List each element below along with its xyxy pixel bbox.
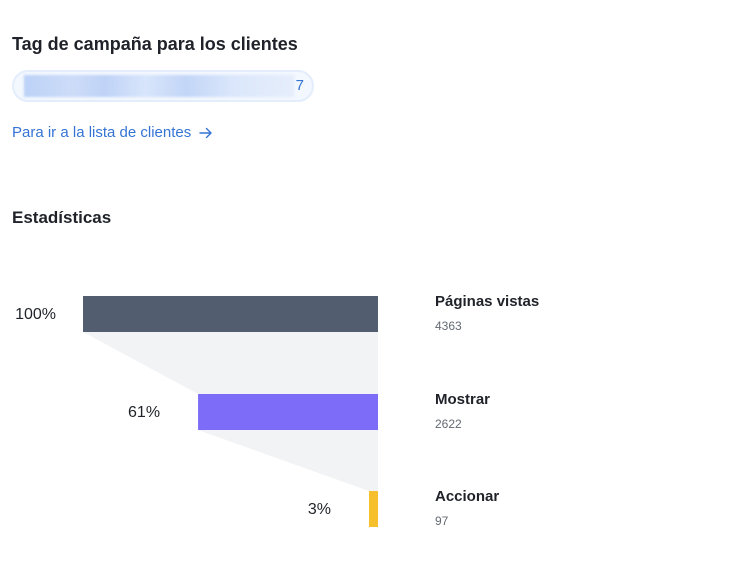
funnel-percent-label: 100% — [15, 306, 56, 323]
funnel-stage-name: Páginas vistas — [435, 293, 540, 310]
funnel-stage-count: 2622 — [435, 417, 462, 431]
funnel-connector — [83, 332, 378, 394]
campaign-tag-field[interactable]: 7 — [12, 70, 314, 102]
funnel-stage-count: 4363 — [435, 319, 462, 333]
client-list-link[interactable]: Para ir a la lista de clientes — [12, 124, 213, 141]
funnel-stage-name: Accionar — [435, 488, 500, 505]
funnel-bar-1[interactable] — [83, 296, 378, 332]
campaign-tag-value: 7 — [295, 77, 304, 94]
statistics-title: Estadísticas — [12, 208, 112, 227]
funnel-percent-label: 61% — [128, 404, 161, 421]
funnel-connector — [198, 430, 378, 491]
funnel-stage-count: 97 — [435, 514, 449, 528]
arrow-right-icon — [199, 127, 212, 138]
funnel-bar-2[interactable] — [198, 394, 378, 430]
client-list-link-label: Para ir a la lista de clientes — [12, 124, 192, 141]
funnel-stage-name: Mostrar — [435, 391, 491, 408]
funnel-percent-label: 3% — [307, 501, 331, 518]
campaign-tag-title: Tag de campaña para los clientes — [12, 34, 298, 54]
redacted-tag-value — [24, 75, 294, 97]
funnel-bar-3[interactable] — [369, 491, 378, 527]
